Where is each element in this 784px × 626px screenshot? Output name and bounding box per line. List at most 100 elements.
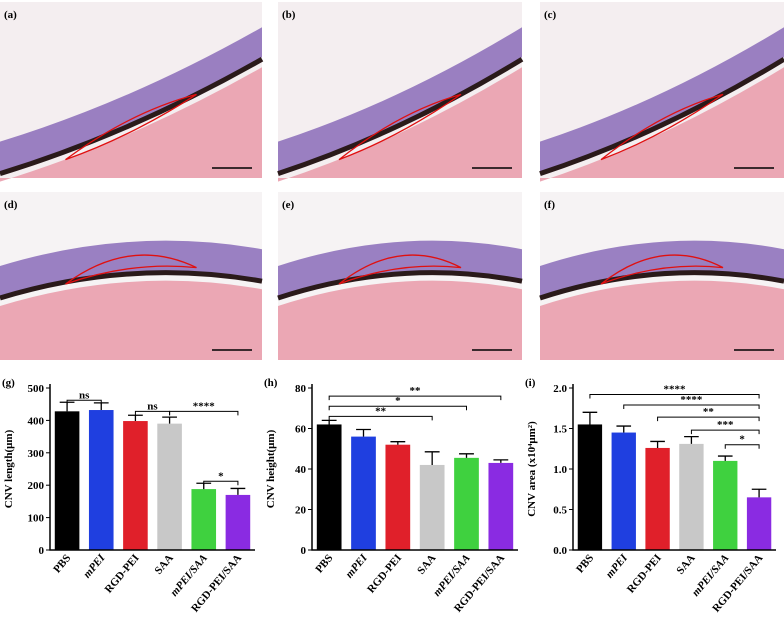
panel-label: (f) <box>544 199 555 211</box>
y-tick-label: 400 <box>28 415 45 427</box>
bar <box>225 494 251 550</box>
bar <box>645 447 670 550</box>
significance-label: ** <box>703 406 715 418</box>
y-axis-label: CNV area (x10⁴μm²) <box>526 421 538 517</box>
error-bar <box>684 435 699 444</box>
error-bar <box>390 441 406 445</box>
error-bar <box>582 411 598 425</box>
bar <box>123 421 148 550</box>
histology-image: (d) <box>0 192 263 360</box>
x-tick-label: SAA <box>415 552 438 577</box>
axes <box>311 384 518 551</box>
significance-bracket <box>589 393 760 399</box>
histology-image: (c) <box>539 2 784 182</box>
bar <box>611 432 636 550</box>
significance-bracket <box>203 480 239 486</box>
y-axis-label: CNV length(μm) <box>3 429 15 508</box>
tissue <box>540 280 784 360</box>
significance-bracket <box>328 405 467 411</box>
x-tick-label: RGD-PEI <box>103 552 142 595</box>
error-bar <box>321 419 337 425</box>
bar <box>157 423 182 550</box>
error-bar <box>162 416 177 424</box>
retina-layer <box>278 27 522 172</box>
retina-layer <box>0 27 262 172</box>
significance-label: * <box>739 434 745 446</box>
error-bar <box>650 440 665 448</box>
error-bar <box>717 455 733 461</box>
x-tick-label: SAA <box>674 552 697 577</box>
significance-bracket <box>724 444 760 449</box>
error-bar <box>459 453 474 458</box>
histology-image: (f) <box>539 192 784 360</box>
error-bar <box>424 451 440 465</box>
cnv-outline <box>600 254 724 285</box>
x-tick-label: RGD-PEI <box>625 552 664 595</box>
cnv-outline <box>600 93 724 161</box>
histology-image: (b) <box>277 2 524 182</box>
axes <box>49 384 255 551</box>
histology-image: (e) <box>277 192 523 360</box>
bar <box>419 464 445 550</box>
bar <box>351 436 376 550</box>
bar <box>385 444 411 550</box>
cnv-outline <box>65 93 197 161</box>
bar <box>577 424 603 550</box>
panel-label: (c) <box>544 9 557 21</box>
panel-label: (h) <box>264 377 278 389</box>
y-tick-label: 1.5 <box>553 424 567 436</box>
tissue <box>0 67 262 182</box>
y-tick-label: 0 <box>39 545 45 557</box>
x-tick-label: SAA <box>153 552 176 577</box>
panel-label: (b) <box>282 9 296 21</box>
error-bar <box>493 459 509 463</box>
significance-label: **** <box>664 383 687 395</box>
significance-bracket <box>623 404 760 410</box>
retina-layer <box>540 27 784 172</box>
y-tick-label: 1.0 <box>553 464 567 476</box>
x-tick-label: mPEI <box>343 552 370 581</box>
x-tick-label: RGD-PEI <box>365 552 404 595</box>
tissue <box>278 280 522 360</box>
y-tick-label: 500 <box>28 383 45 395</box>
y-tick-label: 300 <box>28 448 45 460</box>
pigment-layer <box>277 270 523 301</box>
bar <box>679 443 704 550</box>
y-axis-label: CNV height(μm) <box>265 429 277 508</box>
significance-label: *** <box>717 419 734 431</box>
y-tick-label: 20 <box>295 505 307 517</box>
panel-label: (e) <box>282 199 295 211</box>
bar <box>88 410 114 550</box>
histology-image: (a) <box>0 2 264 182</box>
panel-label: (d) <box>4 199 18 211</box>
y-tick-label: 40 <box>295 464 307 476</box>
significance-label: * <box>395 395 401 407</box>
significance-label: ns <box>147 400 158 412</box>
significance-label: **** <box>680 394 703 406</box>
bar <box>488 462 514 550</box>
significance-bracket <box>169 410 239 416</box>
cnv-outline <box>65 254 197 285</box>
significance-label: ns <box>79 389 90 401</box>
error-bar <box>356 428 371 437</box>
cnv-outline <box>338 254 462 285</box>
significance-bracket <box>657 416 760 422</box>
significance-label: * <box>218 470 224 482</box>
y-tick-label: 2.0 <box>553 383 567 395</box>
pigment-layer <box>0 57 264 176</box>
x-tick-label: mPEI <box>81 552 108 581</box>
bar <box>191 489 217 550</box>
significance-bracket <box>66 399 102 405</box>
error-bar <box>128 414 143 422</box>
pigment-layer <box>0 270 263 301</box>
significance-label: **** <box>193 400 216 412</box>
bar <box>454 457 479 550</box>
tissue <box>0 280 262 360</box>
y-tick-label: 80 <box>295 383 307 395</box>
x-tick-label: PBS <box>51 552 73 575</box>
significance-label: ** <box>375 405 387 417</box>
x-tick-label: PBS <box>313 552 335 575</box>
x-tick-label: mPEI <box>604 552 631 581</box>
x-tick-label: PBS <box>574 552 596 575</box>
